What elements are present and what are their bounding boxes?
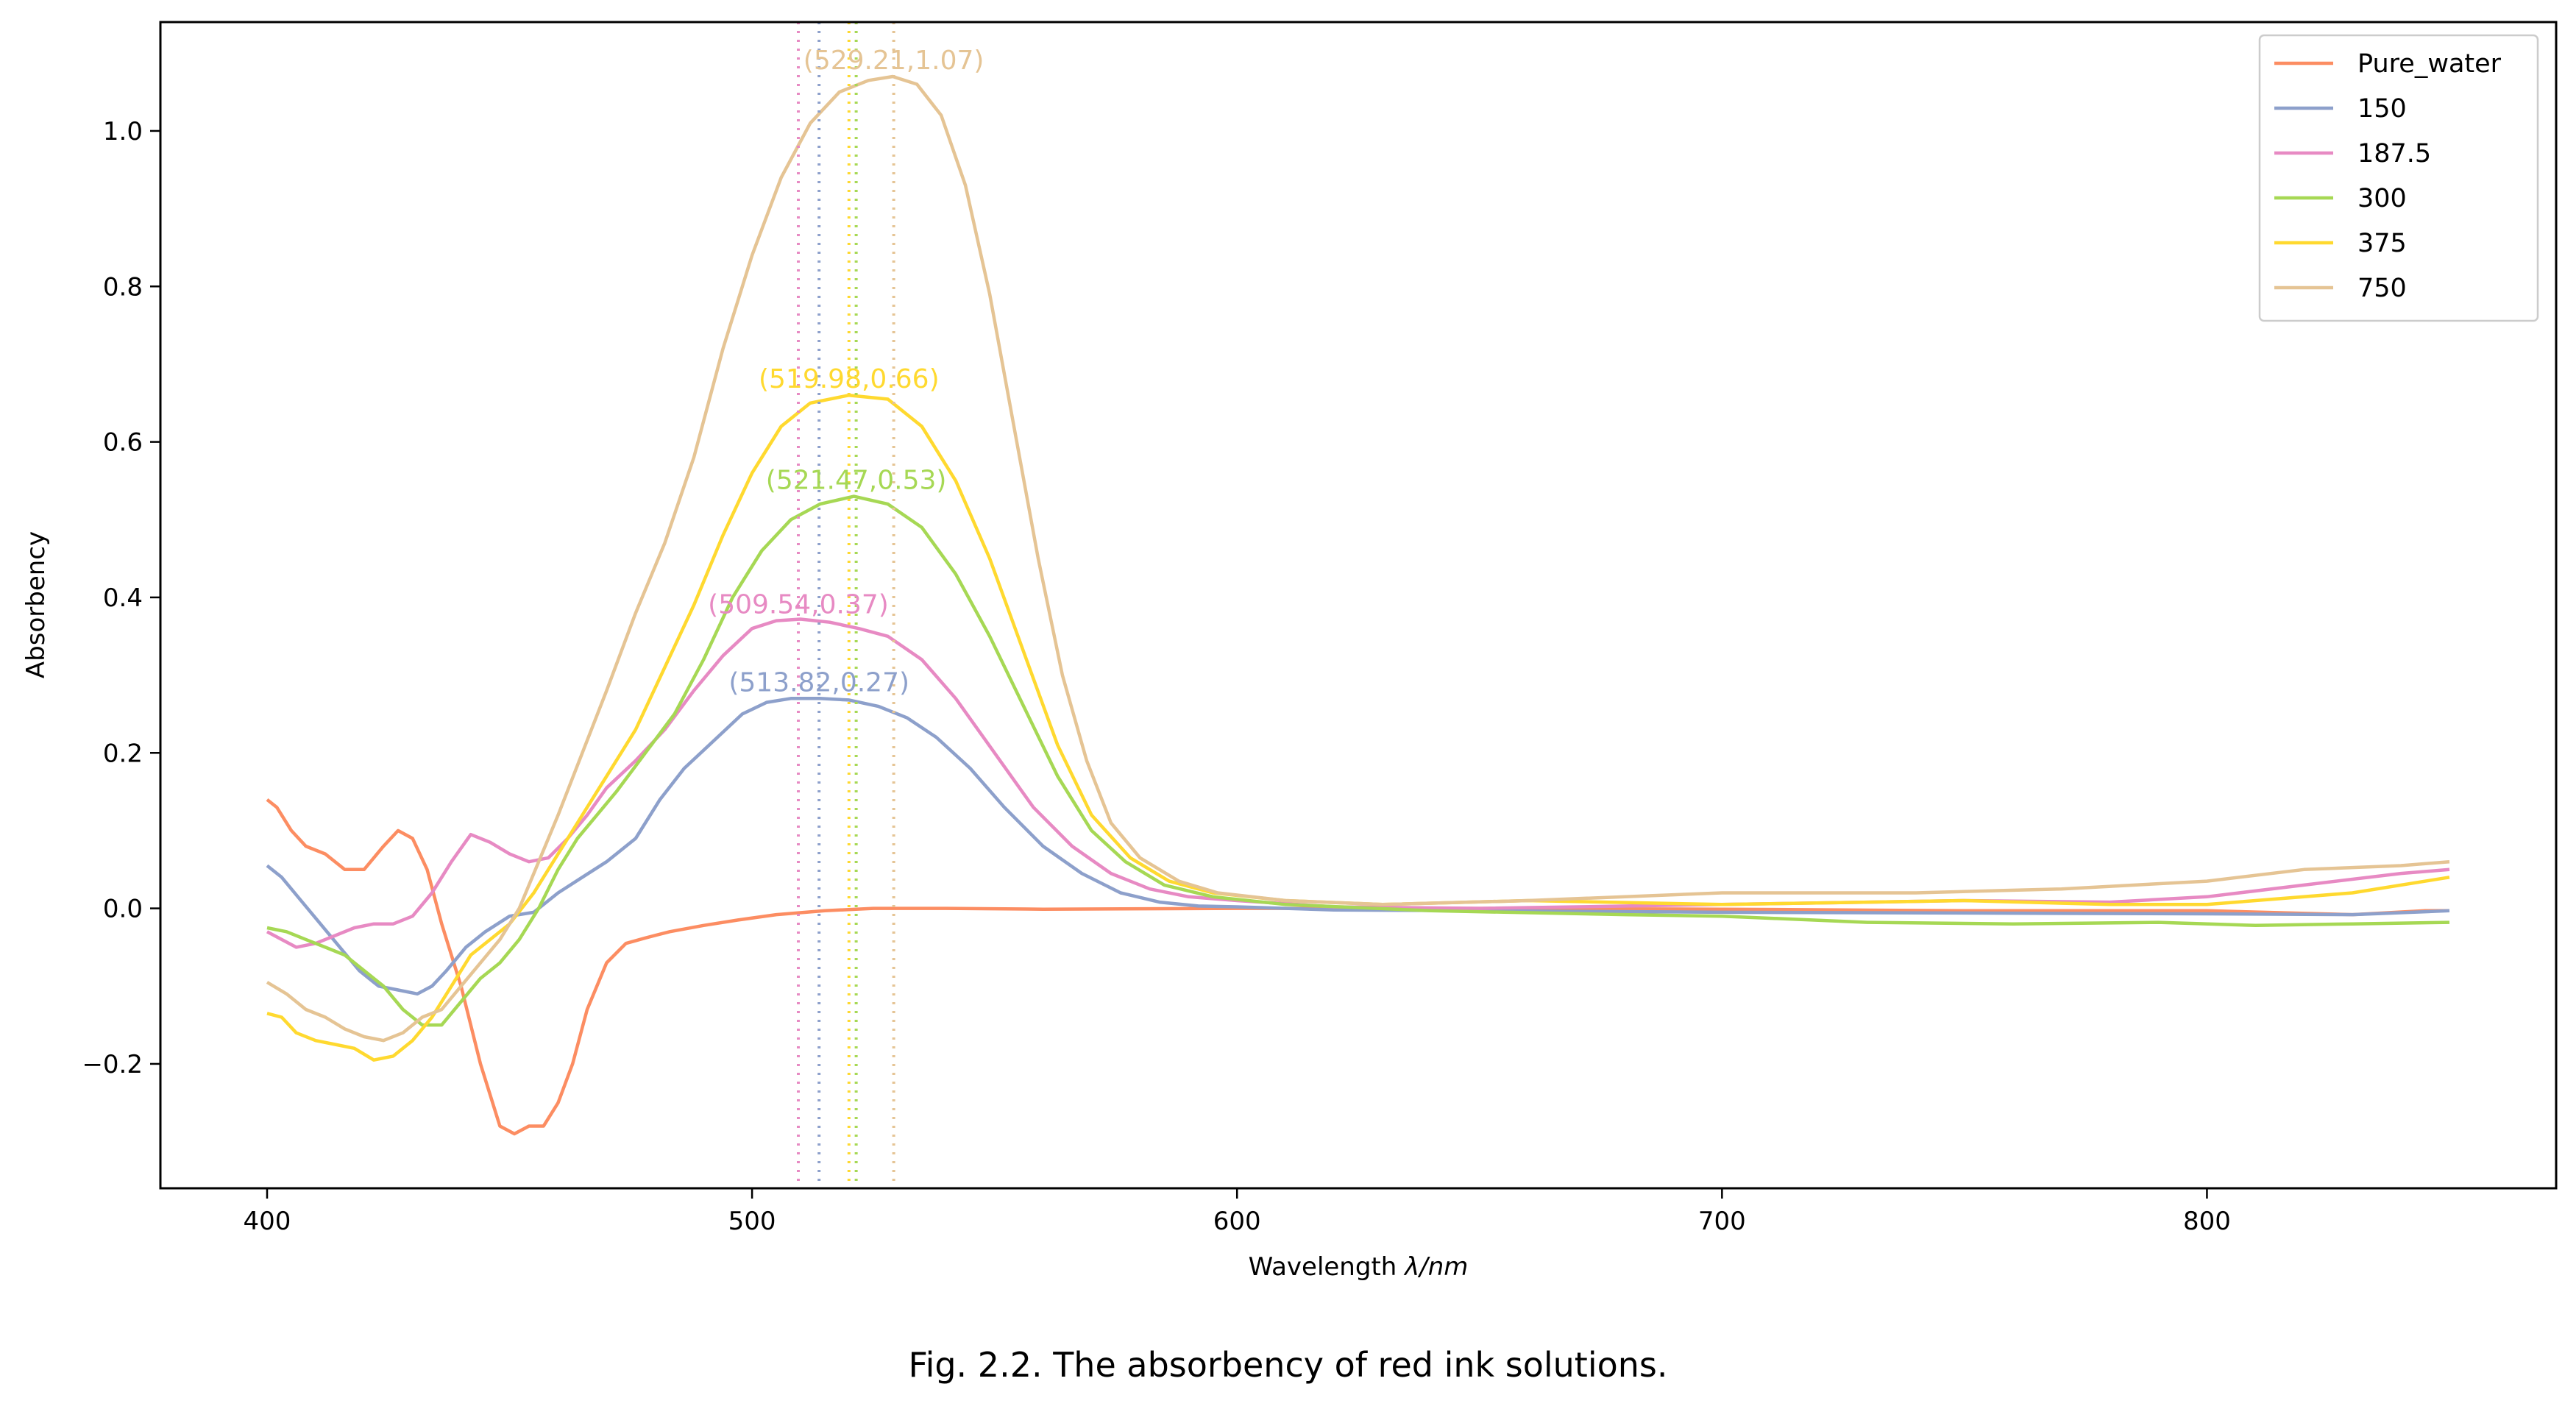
series-line-pure-water — [266, 798, 2449, 1136]
y-tick-label: 0.2 — [103, 739, 143, 768]
legend-label-187-5: 187.5 — [2357, 139, 2431, 168]
x-tick-label: 500 — [728, 1207, 776, 1236]
series-line-750 — [266, 74, 2450, 1043]
series-line-300 — [266, 494, 2450, 1027]
series-line-375 — [266, 393, 2450, 1062]
peak-label-300: (521.47,0.53) — [766, 466, 947, 496]
figure-caption: Fig. 2.2. The absorbency of red ink solu… — [908, 1345, 1668, 1385]
x-tick-label: 600 — [1213, 1207, 1261, 1236]
peak-label-375: (519.98,0.66) — [759, 364, 940, 394]
x-axis: 400 500 600 700 800 — [244, 1188, 2231, 1236]
x-tick-label: 400 — [244, 1207, 291, 1236]
peak-label-187-5: (509.54,0.37) — [708, 590, 889, 620]
y-tick-label: 0.4 — [103, 583, 143, 613]
series-line-187-5 — [266, 617, 2450, 949]
x-tick-label: 700 — [1698, 1207, 1746, 1236]
peak-label-750: (529.21,1.07) — [803, 46, 984, 76]
y-tick-label: 1.0 — [103, 117, 143, 146]
y-tick-label: −0.2 — [82, 1050, 143, 1079]
plot-frame — [159, 21, 2558, 1190]
legend-label-375: 375 — [2357, 229, 2407, 258]
legend: Pure_water 150 187.5 300 375 750 — [2258, 34, 2539, 322]
series-layer — [266, 74, 2450, 1136]
y-tick-label: 0.6 — [103, 428, 143, 458]
x-tick-label: 800 — [2183, 1207, 2231, 1236]
y-tick-label: 0.0 — [103, 895, 143, 924]
y-axis-label: Absorbency — [21, 531, 51, 678]
y-axis: −0.2 0.0 0.2 0.4 0.6 0.8 1.0 — [82, 117, 160, 1079]
legend-label-300: 300 — [2357, 184, 2407, 213]
x-axis-label: Wavelength λ/nm — [1249, 1252, 1469, 1282]
legend-label-750: 750 — [2357, 274, 2407, 303]
legend-label-150: 150 — [2357, 94, 2407, 124]
legend-label-pure-water: Pure_water — [2357, 49, 2502, 79]
peak-marker-layer — [796, 22, 895, 1188]
y-tick-label: 0.8 — [103, 272, 143, 302]
peak-label-150: (513.82,0.27) — [728, 667, 909, 698]
series-line-150 — [266, 697, 2450, 996]
peak-annotation-layer: (513.82,0.27) (509.54,0.37) (521.47,0.53) (… — [708, 46, 984, 698]
